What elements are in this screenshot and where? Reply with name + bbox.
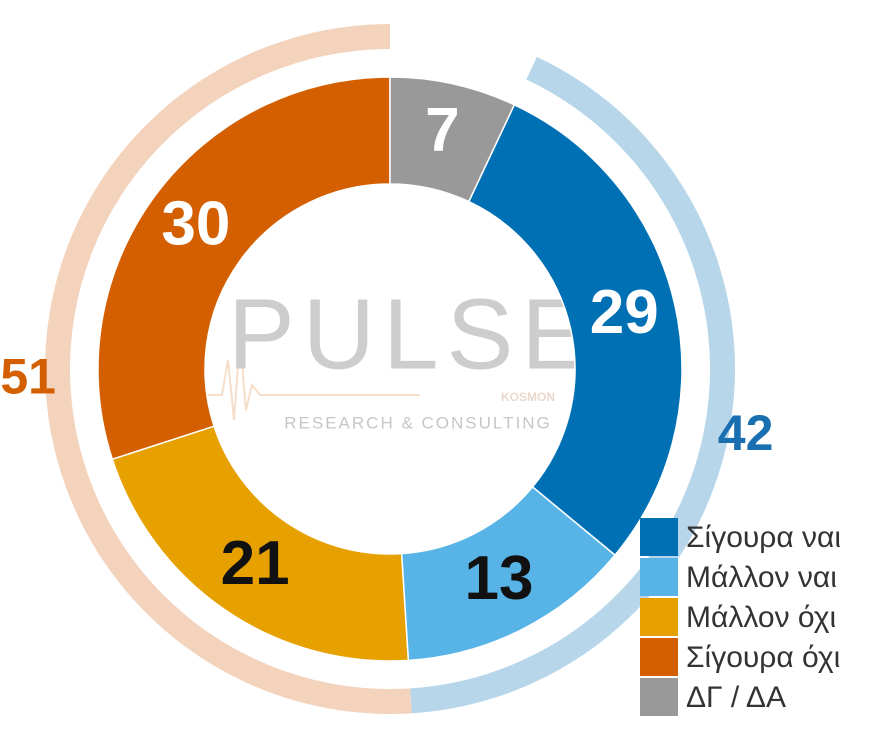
watermark-brand: KOSMON: [501, 390, 555, 404]
group-label: 51: [0, 349, 56, 405]
legend-label: ΔΓ / ΔΑ: [686, 681, 786, 714]
watermark: PULSE KOSMON RESEARCH & CONSULTING: [205, 278, 596, 432]
slice-label: 30: [161, 189, 230, 258]
slice-label: 13: [464, 544, 533, 613]
slice-label: 29: [590, 278, 659, 347]
slice-label: 7: [425, 96, 459, 165]
donut-slice: [111, 425, 410, 662]
legend-swatch: [640, 518, 678, 556]
legend-swatch: [640, 558, 678, 596]
donut-slice: [389, 76, 516, 203]
pulse-graphic: [205, 339, 420, 421]
legend-swatch: [640, 678, 678, 716]
legend-label: Μάλλον όχι: [686, 601, 836, 634]
legend-swatch: [640, 598, 678, 636]
watermark-title: PULSE: [228, 278, 596, 390]
legend-label: Σίγουρα όχι: [686, 641, 840, 674]
donut-slice: [97, 76, 391, 461]
slice-label: 21: [221, 529, 290, 598]
legend-swatch: [640, 638, 678, 676]
legend-label: Σίγουρα ναι: [686, 521, 841, 554]
group-label: 42: [718, 405, 774, 461]
legend-label: Μάλλον ναι: [686, 561, 837, 594]
donut-slice: [467, 103, 683, 557]
watermark-subtitle: RESEARCH & CONSULTING: [284, 413, 551, 432]
